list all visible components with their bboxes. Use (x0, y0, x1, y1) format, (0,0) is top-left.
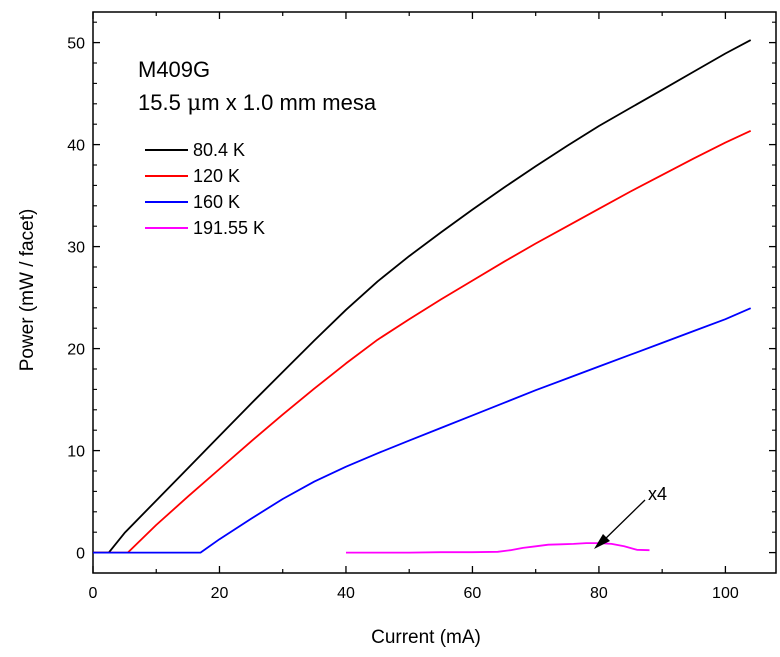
series-line-160-k (93, 307, 752, 554)
x-tick-label: 40 (337, 585, 355, 602)
y-tick-label: 50 (67, 36, 85, 53)
series-line-120-k (93, 129, 752, 554)
mesa-label: 15.5 μm x 1.0 mm mesa (138, 90, 377, 116)
axes: 0 20 40 60 80 100 0 10 20 30 40 50 (67, 11, 777, 602)
x-tick-label: 80 (590, 585, 608, 602)
legend-label-120-k: 120 K (193, 166, 240, 186)
y-axis-title: Power (mW / facet) (17, 209, 38, 372)
y-tick-label: 20 (67, 342, 85, 359)
y-tick-label: 40 (67, 138, 85, 155)
annotations: M409G 15.5 μm x 1.0 mm mesa x4 (138, 57, 667, 549)
scale-note-label: x4 (648, 484, 667, 504)
x-tick-label: 20 (211, 585, 229, 602)
legend-label-80-4-k: 80.4 K (193, 140, 245, 160)
sample-label: M409G (138, 57, 210, 82)
plot-frame (92, 11, 777, 574)
y-tick-label: 30 (67, 240, 85, 257)
x-tick-label: 60 (464, 585, 482, 602)
series-lines (93, 39, 752, 554)
mesa-prefix: 15.5 (138, 90, 187, 115)
legend-label-160-k: 160 K (193, 192, 240, 212)
series-line-191-55-k (346, 542, 650, 554)
scale-note-arrowhead (594, 534, 610, 549)
y-tick-label: 10 (67, 444, 85, 461)
x-tick-label: 100 (712, 585, 739, 602)
scale-note-arrow (600, 499, 646, 544)
legend-label-191-55-k: 191.55 K (193, 218, 265, 238)
y-tick-label: 0 (76, 546, 85, 563)
x-tick-label: 0 (89, 585, 98, 602)
x-axis-title: Current (mA) (371, 627, 481, 648)
mesa-mu: μ (187, 91, 201, 116)
mesa-suffix: m x 1.0 mm mesa (201, 90, 377, 115)
legend: 80.4 K 120 K 160 K 191.55 K (145, 140, 265, 238)
series-line-80-4-k (93, 39, 752, 554)
